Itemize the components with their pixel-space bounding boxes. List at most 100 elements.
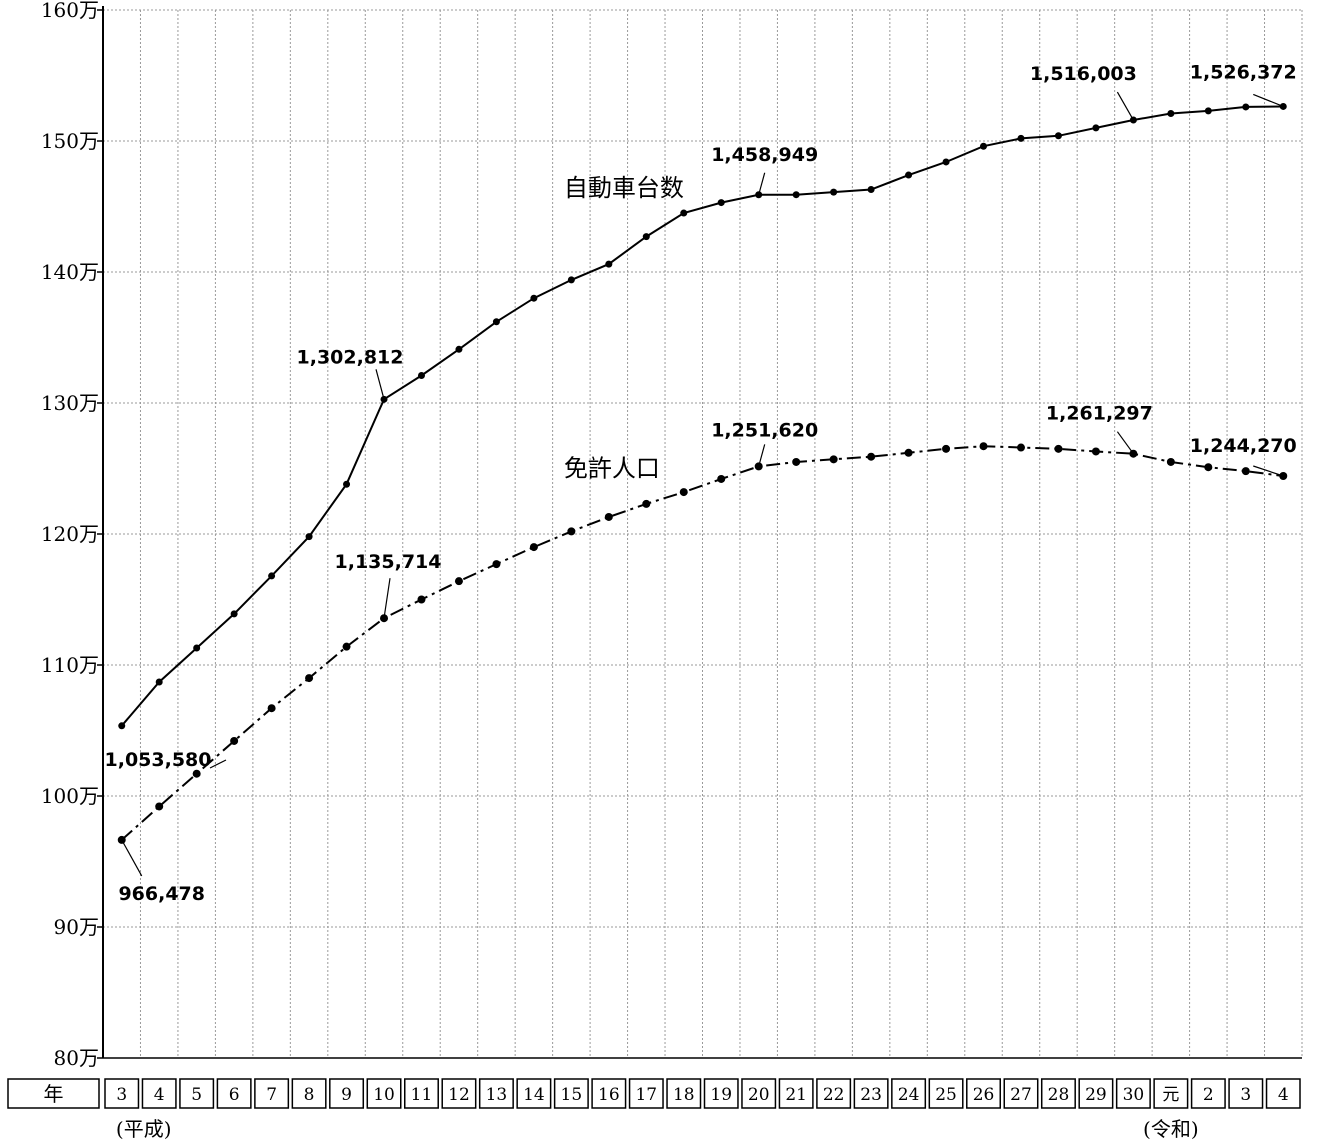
data-point <box>792 457 801 466</box>
data-point <box>717 199 725 207</box>
x-category-cell <box>1040 1078 1076 1109</box>
data-point <box>679 488 688 497</box>
x-category-cell <box>891 1078 927 1109</box>
y-tick-label: 100万 <box>41 784 99 808</box>
data-point <box>268 572 276 580</box>
series-line <box>120 105 1284 727</box>
data-point <box>604 512 613 521</box>
data-point <box>1016 443 1025 452</box>
data-point <box>605 260 613 268</box>
data-point <box>717 474 726 483</box>
x-tick-label: 3 <box>1240 1085 1251 1105</box>
x-category-cell <box>291 1078 327 1109</box>
x-tick-label: 14 <box>523 1085 545 1105</box>
x-axis-table: 年 3 4 5 6 7 8 9 10 11 12 13 14 15 16 17 18 19 20 21 22 23 24 25… <box>7 1078 1301 1141</box>
series-name-label: 自動車台数 <box>564 174 684 202</box>
x-category-cell <box>816 1078 852 1109</box>
data-label: 1,251,620 <box>711 419 818 441</box>
data-point <box>1054 132 1062 140</box>
data-label: 1,053,580 <box>105 749 212 771</box>
x-tick-label: 13 <box>486 1085 508 1105</box>
x-category-cell <box>1228 1078 1264 1109</box>
x-category-cell <box>591 1078 627 1109</box>
data-point <box>343 480 351 488</box>
data-label: 1,526,372 <box>1190 61 1297 83</box>
x-tick-label: 21 <box>785 1085 807 1105</box>
x-category-cell <box>254 1078 290 1109</box>
data-point <box>193 644 201 652</box>
x-tick-label: 3 <box>116 1085 127 1105</box>
data-point <box>567 276 575 284</box>
data-point <box>529 543 538 552</box>
leader-line <box>1253 465 1284 477</box>
axes <box>97 6 1302 1059</box>
y-tick-label: 90万 <box>54 915 99 939</box>
leader-line <box>758 172 766 195</box>
data-point <box>305 533 313 541</box>
data-label: 1,244,270 <box>1190 435 1297 457</box>
leader-line <box>121 839 143 877</box>
x-tick-label: 9 <box>341 1085 352 1105</box>
data-label: 966,478 <box>118 883 205 905</box>
x-tick-label: 23 <box>860 1085 882 1105</box>
x-category-cell <box>516 1078 552 1109</box>
x-tick-label: 10 <box>373 1085 395 1105</box>
data-label: 1,516,003 <box>1030 63 1137 85</box>
data-point <box>530 294 538 302</box>
gridlines <box>103 9 1303 1058</box>
data-point <box>1091 447 1100 456</box>
data-point <box>1242 103 1250 111</box>
x-category-cell <box>741 1078 777 1109</box>
data-point <box>417 595 426 604</box>
data-point <box>230 736 239 745</box>
leader-line <box>383 578 391 619</box>
x-category-cell <box>1153 1078 1189 1109</box>
x-tick-label: 12 <box>448 1085 470 1105</box>
x-category-cell <box>1190 1078 1226 1109</box>
data-point <box>1241 467 1250 476</box>
series-name-label: 免許人口 <box>564 454 660 482</box>
data-point <box>342 642 351 651</box>
x-category-cell <box>441 1078 477 1109</box>
x-category-cell <box>216 1078 252 1109</box>
data-point <box>980 142 988 150</box>
y-tick-label: 140万 <box>41 260 99 284</box>
data-point <box>454 577 463 586</box>
x-tick-label: 22 <box>823 1085 845 1105</box>
x-category-cell <box>329 1078 365 1109</box>
x-category-cell <box>179 1078 215 1109</box>
data-point <box>492 318 500 326</box>
x-header-cell <box>7 1078 100 1109</box>
x-tick-label: 2 <box>1203 1085 1214 1105</box>
x-category-cell <box>966 1078 1001 1109</box>
data-label: 1,135,714 <box>335 551 442 573</box>
x-tick-label: 6 <box>229 1085 240 1105</box>
y-tick-label: 120万 <box>41 522 99 546</box>
era-label: (平成) <box>116 1117 172 1141</box>
data-point <box>155 678 163 686</box>
data-point <box>905 171 913 179</box>
x-tick-label: 26 <box>973 1085 995 1105</box>
y-tick-label: 80万 <box>54 1046 99 1070</box>
series-line <box>121 445 1284 841</box>
data-point <box>942 444 951 453</box>
y-tick-label: 110万 <box>41 653 99 677</box>
data-point <box>904 448 913 457</box>
x-tick-label: 24 <box>898 1085 920 1105</box>
x-tick-label: 8 <box>304 1085 315 1105</box>
x-category-cell <box>404 1078 439 1109</box>
y-tick-label: 160万 <box>41 0 99 22</box>
y-tick-labels: 80万 90万 100万 110万 120万 130万 140万 150万 160万 <box>41 0 99 1070</box>
data-point <box>642 499 651 508</box>
x-tick-label: 18 <box>673 1085 695 1105</box>
y-tick-label: 150万 <box>41 129 99 153</box>
x-tick-label: 16 <box>598 1085 620 1105</box>
data-label: 1,261,297 <box>1046 403 1153 425</box>
data-point <box>942 158 950 166</box>
x-tick-label: 20 <box>748 1085 770 1105</box>
data-point <box>567 527 576 536</box>
data-point <box>829 455 838 464</box>
data-point <box>642 233 650 241</box>
